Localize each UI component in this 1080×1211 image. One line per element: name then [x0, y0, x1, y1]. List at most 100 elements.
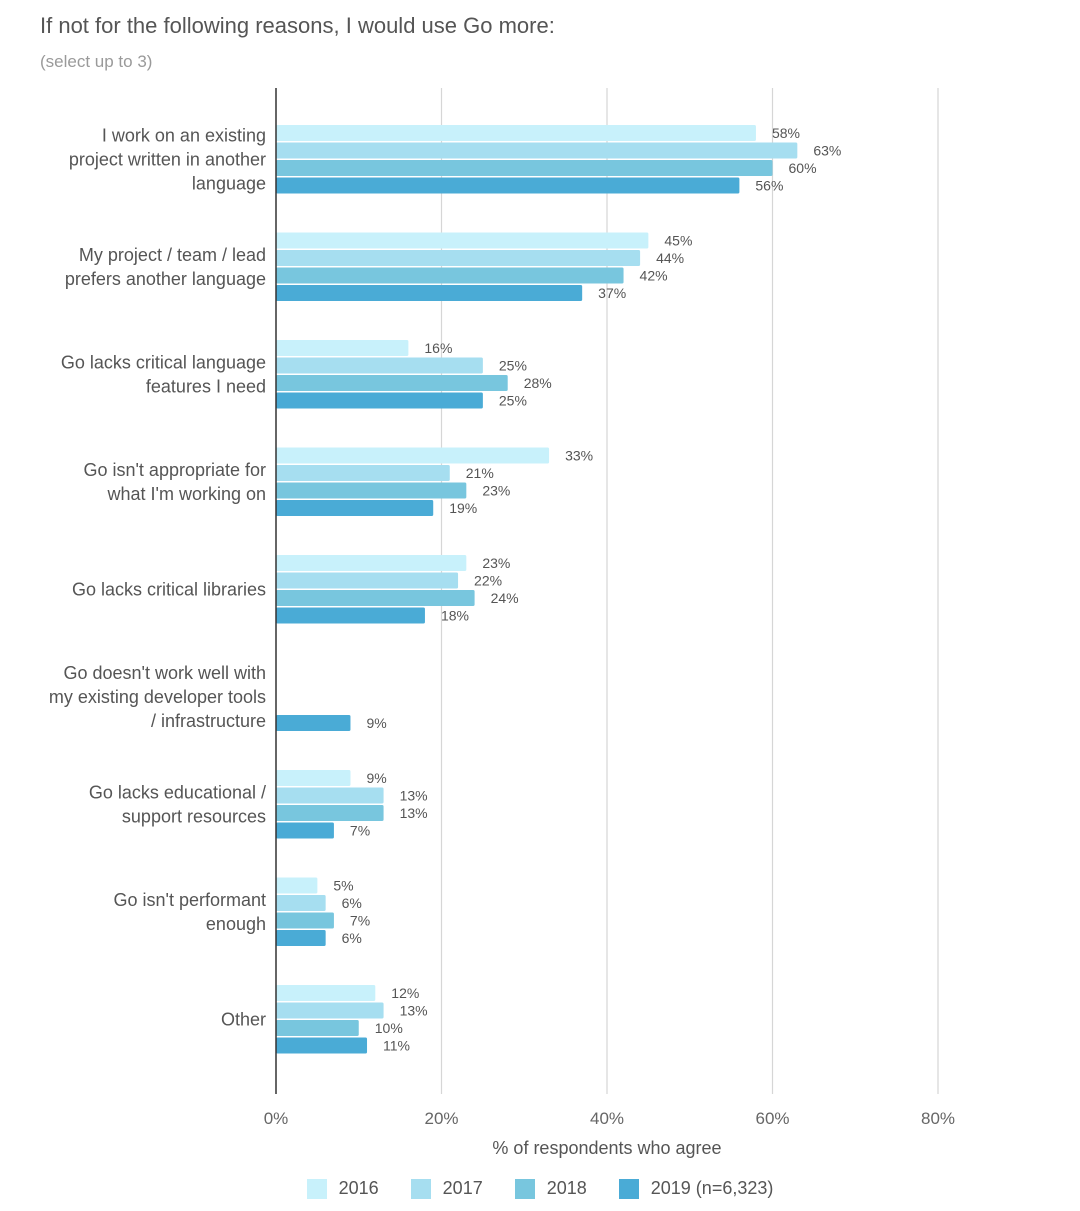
legend-swatch-2016: [306, 1178, 327, 1199]
data-label: 6%: [342, 895, 362, 911]
data-label: 16%: [424, 340, 452, 356]
data-label: 25%: [499, 393, 527, 409]
bar: [276, 357, 483, 374]
legend-swatch-2018: [514, 1178, 535, 1199]
data-label: 56%: [755, 178, 783, 194]
legend: 2016 2017 2018 2019 (n=6,323): [0, 1178, 1080, 1199]
x-tick-label: 60%: [755, 1109, 789, 1128]
x-tick-label: 80%: [921, 1109, 955, 1128]
category-label: features I need: [146, 376, 266, 396]
data-label: 5%: [333, 878, 353, 894]
bar: [276, 877, 318, 894]
legend-swatch-2019: [618, 1178, 639, 1199]
bar: [276, 1020, 359, 1036]
bar: [276, 160, 773, 176]
data-label: 11%: [383, 1038, 410, 1054]
bar: [276, 985, 376, 1001]
bar: [276, 482, 467, 499]
chart-title: If not for the following reasons, I woul…: [40, 13, 555, 38]
data-label: 63%: [813, 143, 841, 159]
category-label: I work on an existing: [102, 125, 266, 145]
data-label: 13%: [400, 805, 428, 821]
bar: [276, 340, 409, 356]
bar: [276, 715, 351, 731]
legend-item-2019: 2019 (n=6,323): [618, 1178, 774, 1199]
bar: [276, 232, 649, 249]
data-label: 28%: [524, 375, 552, 391]
bar: [276, 590, 475, 606]
data-label: 60%: [789, 160, 817, 176]
category-label: language: [192, 173, 266, 193]
data-label: 25%: [499, 358, 527, 374]
category-label: project written in another: [69, 149, 266, 169]
data-label: 33%: [565, 448, 593, 464]
category-label: Go doesn't work well with: [63, 663, 266, 683]
data-label: 9%: [366, 715, 386, 731]
bar: [276, 555, 467, 571]
data-label: 45%: [664, 233, 692, 249]
data-label: 18%: [441, 608, 469, 624]
data-label: 7%: [350, 823, 370, 839]
data-label: 42%: [640, 268, 668, 284]
bar: [276, 142, 798, 159]
category-label: my existing developer tools: [49, 687, 266, 707]
bar: [276, 787, 384, 804]
bar: [276, 607, 425, 624]
data-label: 19%: [449, 500, 477, 516]
bar: [276, 500, 434, 516]
bar: [276, 125, 756, 141]
data-label: 7%: [350, 913, 370, 929]
x-tick-label: 0%: [264, 1109, 289, 1128]
bar: [276, 895, 326, 911]
legend-item-2017: 2017: [410, 1178, 483, 1199]
bar: [276, 930, 326, 946]
bar: [276, 447, 550, 464]
data-label: 23%: [482, 555, 510, 571]
data-label: 13%: [400, 788, 428, 804]
category-label: Go lacks critical language: [61, 352, 266, 372]
legend-label-2017: 2017: [442, 1178, 483, 1198]
bar: [276, 392, 483, 409]
data-label: 10%: [375, 1020, 403, 1036]
category-label: Go lacks critical libraries: [72, 579, 266, 599]
bar: [276, 770, 351, 786]
category-label: Go isn't performant: [114, 890, 267, 910]
bar: [276, 1002, 384, 1019]
bar: [276, 1037, 368, 1054]
x-tick-label: 20%: [424, 1109, 458, 1128]
data-label: 12%: [391, 985, 419, 1001]
bar: [276, 465, 450, 481]
legend-label-2019: 2019 (n=6,323): [650, 1178, 774, 1198]
category-label: Go lacks educational /: [89, 782, 266, 802]
data-label: 24%: [491, 590, 519, 606]
category-label: / infrastructure: [151, 711, 266, 731]
category-label: support resources: [122, 806, 266, 826]
data-label: 44%: [656, 250, 684, 266]
chart-subtitle: (select up to 3): [40, 52, 153, 71]
data-label: 6%: [342, 930, 362, 946]
data-label: 13%: [400, 1003, 428, 1019]
bar: [276, 822, 334, 839]
bar: [276, 912, 334, 929]
data-label: 58%: [772, 125, 800, 141]
category-label: enough: [206, 914, 266, 934]
category-label: Other: [221, 1009, 266, 1029]
data-label: 23%: [482, 483, 510, 499]
bar: [276, 285, 583, 301]
bar-chart: 0% 20% 40% 60% 80%58%63%60%56%I work on an e…: [49, 88, 955, 1158]
bar: [276, 572, 459, 589]
legend-swatch-2017: [410, 1178, 431, 1199]
bar: [276, 375, 508, 391]
category-label: My project / team / lead: [79, 245, 266, 265]
legend-label-2016: 2016: [338, 1178, 379, 1198]
x-axis-label: % of respondents who agree: [492, 1138, 721, 1158]
bar: [276, 250, 641, 266]
category-label: Go isn't appropriate for: [83, 460, 266, 480]
bar: [276, 267, 624, 284]
legend-item-2018: 2018: [514, 1178, 587, 1199]
x-tick-label: 40%: [590, 1109, 624, 1128]
category-label: what I'm working on: [106, 484, 266, 504]
data-label: 22%: [474, 573, 502, 589]
bar: [276, 177, 740, 194]
category-label: prefers another language: [65, 269, 266, 289]
